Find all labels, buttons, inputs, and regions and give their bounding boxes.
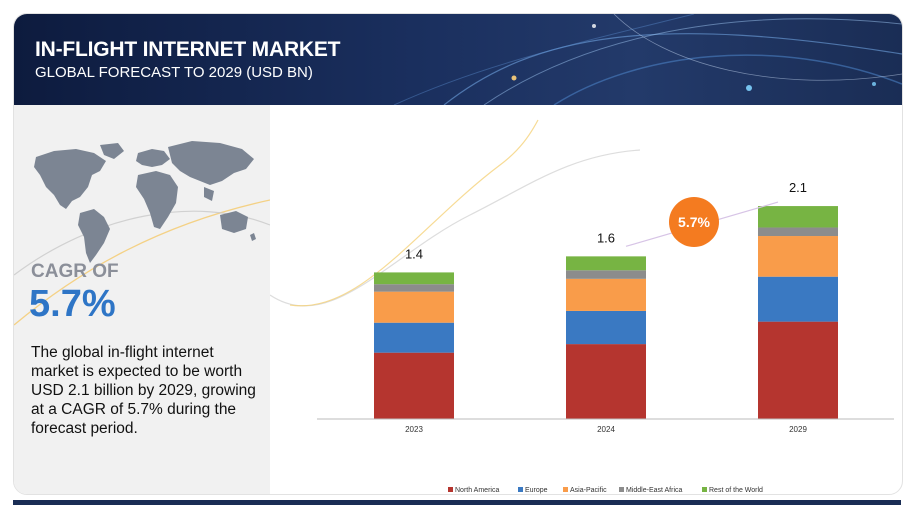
legend-label: Europe	[525, 487, 548, 494]
bar-segment	[374, 291, 454, 323]
cagr-badge-label: 5.7%	[678, 214, 710, 230]
x-tick-label: 2023	[405, 425, 423, 434]
legend-swatch	[702, 487, 707, 492]
bar-segment	[374, 352, 454, 419]
cagr-badge	[669, 197, 719, 247]
bar-segment	[566, 310, 646, 345]
x-tick-label: 2024	[597, 425, 615, 434]
legend-swatch	[563, 487, 568, 492]
infographic-card: IN-FLIGHT INTERNET MARKET GLOBAL FORECAS…	[13, 13, 903, 495]
decorative-trail	[269, 149, 641, 307]
legend-label: North America	[455, 487, 499, 494]
stacked-bar-chart: 2023 2024 2029 1.4 1.6 2.1 5.7% North America…	[269, 119, 894, 494]
bar-segment	[758, 236, 838, 277]
bar-segment	[758, 227, 838, 237]
bar-segment	[758, 321, 838, 419]
total-label: 2.1	[789, 180, 807, 195]
world-map-icon	[14, 141, 270, 326]
bar-segment	[374, 284, 454, 292]
bar-segment	[374, 322, 454, 353]
chart-area: 2023 2024 2029 1.4 1.6 2.1 5.7% North America…	[269, 105, 902, 494]
bar-segment	[374, 272, 454, 285]
bar-segment	[758, 206, 838, 228]
footer-strip	[13, 500, 901, 505]
total-label: 1.4	[405, 246, 423, 261]
cagr-value: 5.7%	[29, 283, 116, 325]
legend-label: Middle-East Africa	[626, 487, 683, 494]
legend-label: Rest of the World	[709, 487, 763, 494]
legend-swatch	[448, 487, 453, 492]
bar-segment	[566, 270, 646, 279]
header-banner: IN-FLIGHT INTERNET MARKET GLOBAL FORECAS…	[14, 14, 902, 105]
legend-swatch	[619, 487, 624, 492]
market-description: The global in-flight internet market is …	[31, 344, 256, 437]
legend-swatch	[518, 487, 523, 492]
cagr-label: CAGR OF	[31, 261, 119, 282]
total-label: 1.6	[597, 230, 615, 245]
bar-segment	[566, 344, 646, 419]
legend-label: Asia-Pacific	[570, 487, 607, 494]
bar-segment	[566, 278, 646, 311]
bar-segment	[758, 276, 838, 322]
page-subtitle: GLOBAL FORECAST TO 2029 (USD BN)	[35, 64, 313, 81]
header-light-trails	[393, 14, 902, 105]
summary-panel: CAGR OF 5.7% The global in-flight intern…	[14, 105, 270, 494]
page-title: IN-FLIGHT INTERNET MARKET	[35, 38, 341, 61]
bar-segment	[566, 256, 646, 271]
x-tick-label: 2029	[789, 425, 807, 434]
decorative-trail	[289, 119, 539, 307]
